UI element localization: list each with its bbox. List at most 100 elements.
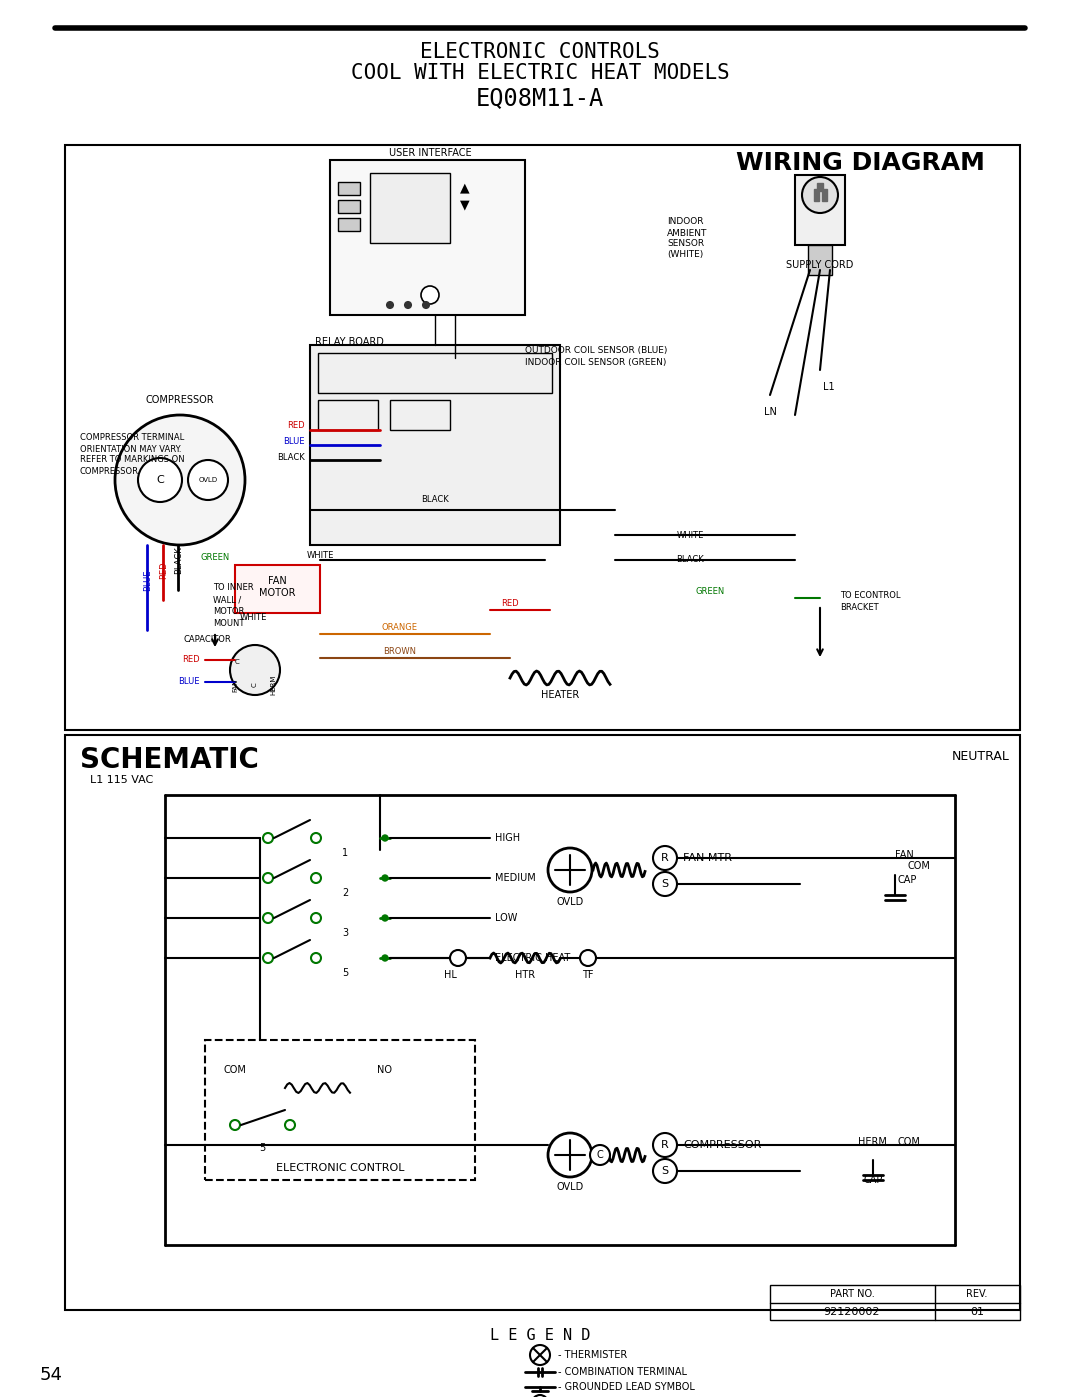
- Text: MOUNT: MOUNT: [213, 619, 244, 629]
- Text: FAN
MOTOR: FAN MOTOR: [259, 576, 295, 598]
- Text: OUTDOOR COIL SENSOR (BLUE): OUTDOOR COIL SENSOR (BLUE): [525, 345, 667, 355]
- Bar: [318, 400, 378, 430]
- Text: LN: LN: [764, 407, 777, 416]
- Text: C: C: [596, 1150, 604, 1160]
- Text: - GROUNDED LEAD SYMBOL: - GROUNDED LEAD SYMBOL: [558, 1382, 694, 1391]
- Text: HERM: HERM: [858, 1137, 887, 1147]
- Text: TO INNER: TO INNER: [213, 584, 254, 592]
- Circle shape: [382, 956, 388, 961]
- Circle shape: [450, 950, 465, 965]
- Text: R: R: [661, 1140, 669, 1150]
- Text: OVLD: OVLD: [556, 897, 583, 907]
- Text: L E G E N D: L E G E N D: [490, 1327, 590, 1343]
- Text: RED: RED: [160, 562, 168, 578]
- Bar: [235, 564, 320, 613]
- Text: PART NO.: PART NO.: [829, 1289, 875, 1299]
- Bar: [338, 200, 360, 212]
- Bar: [310, 345, 561, 545]
- Text: C: C: [252, 683, 258, 687]
- Text: COM: COM: [907, 861, 930, 870]
- Circle shape: [382, 915, 388, 921]
- Bar: [390, 400, 450, 430]
- Text: BLACK: BLACK: [175, 546, 184, 574]
- Text: C: C: [157, 475, 164, 485]
- Text: WHITE: WHITE: [307, 550, 334, 560]
- Bar: [370, 173, 450, 243]
- Circle shape: [311, 953, 321, 963]
- Text: TO ECONTROL: TO ECONTROL: [840, 591, 901, 599]
- Circle shape: [532, 1396, 548, 1397]
- Circle shape: [264, 953, 273, 963]
- Circle shape: [264, 833, 273, 842]
- Text: USER INTERFACE: USER INTERFACE: [389, 148, 471, 158]
- Text: CAP: CAP: [863, 1175, 882, 1185]
- Text: 54: 54: [40, 1366, 63, 1384]
- Text: MEDIUM: MEDIUM: [495, 873, 536, 883]
- Text: SUPPLY CORD: SUPPLY CORD: [786, 260, 853, 270]
- Text: SENSOR: SENSOR: [667, 239, 704, 249]
- Text: ELECTRONIC CONTROL: ELECTRONIC CONTROL: [275, 1162, 404, 1173]
- Bar: [814, 189, 819, 201]
- Text: BLACK: BLACK: [421, 496, 449, 504]
- Text: REV.: REV.: [967, 1289, 988, 1299]
- Text: COMPRESSOR.: COMPRESSOR.: [80, 467, 141, 475]
- Text: S: S: [661, 879, 669, 888]
- Circle shape: [530, 1345, 550, 1365]
- Circle shape: [311, 914, 321, 923]
- Circle shape: [802, 177, 838, 212]
- Circle shape: [285, 1120, 295, 1130]
- Text: RELAY BOARD: RELAY BOARD: [315, 337, 383, 346]
- Text: R: R: [661, 854, 669, 863]
- Circle shape: [311, 873, 321, 883]
- Text: - THERMISTER: - THERMISTER: [558, 1350, 627, 1361]
- Bar: [338, 218, 360, 231]
- Circle shape: [423, 302, 429, 307]
- Text: COM: COM: [897, 1137, 921, 1147]
- Circle shape: [264, 914, 273, 923]
- Text: CAPACITOR: CAPACITOR: [184, 636, 231, 644]
- Bar: [65, 735, 1020, 1310]
- Circle shape: [138, 458, 183, 502]
- Circle shape: [548, 1133, 592, 1178]
- Text: WHITE: WHITE: [240, 612, 268, 622]
- Text: FAN: FAN: [895, 849, 914, 861]
- Text: HL: HL: [444, 970, 457, 981]
- Text: L1 115 VAC: L1 115 VAC: [90, 775, 153, 785]
- Bar: [318, 353, 552, 393]
- Text: NEUTRAL: NEUTRAL: [953, 750, 1010, 763]
- Text: SCHEMATIC: SCHEMATIC: [80, 746, 259, 774]
- Text: REFER TO MARKINGS ON: REFER TO MARKINGS ON: [80, 455, 185, 464]
- Text: COMPRESSOR: COMPRESSOR: [683, 1140, 761, 1150]
- Text: RED: RED: [183, 655, 200, 665]
- Text: BLACK: BLACK: [278, 453, 305, 461]
- Text: ELECTRIC HEAT: ELECTRIC HEAT: [495, 953, 570, 963]
- Text: MOTOR: MOTOR: [213, 608, 244, 616]
- Circle shape: [382, 875, 388, 882]
- Text: NO: NO: [378, 1065, 392, 1076]
- Circle shape: [188, 460, 228, 500]
- Circle shape: [405, 302, 411, 307]
- Text: ▼: ▼: [460, 198, 470, 211]
- Bar: [770, 1285, 1020, 1320]
- Text: BLUE: BLUE: [144, 569, 152, 591]
- Circle shape: [653, 847, 677, 870]
- Circle shape: [264, 873, 273, 883]
- Text: FAN: FAN: [232, 679, 238, 692]
- Text: BLUE: BLUE: [178, 678, 200, 686]
- Circle shape: [114, 415, 245, 545]
- Text: WIRING DIAGRAM: WIRING DIAGRAM: [737, 151, 985, 175]
- Circle shape: [580, 950, 596, 965]
- Circle shape: [653, 1133, 677, 1157]
- Text: HIGH: HIGH: [495, 833, 521, 842]
- Circle shape: [548, 848, 592, 893]
- Circle shape: [653, 872, 677, 895]
- Text: OVLD: OVLD: [556, 1182, 583, 1192]
- Text: 1: 1: [342, 848, 348, 858]
- Text: AMBIENT: AMBIENT: [667, 229, 707, 237]
- Circle shape: [387, 302, 393, 307]
- Text: COMPRESSOR: COMPRESSOR: [146, 395, 214, 405]
- Text: GREEN: GREEN: [696, 588, 725, 597]
- Text: 5: 5: [342, 968, 348, 978]
- Text: ORANGE: ORANGE: [382, 623, 418, 633]
- Text: RED: RED: [287, 422, 305, 430]
